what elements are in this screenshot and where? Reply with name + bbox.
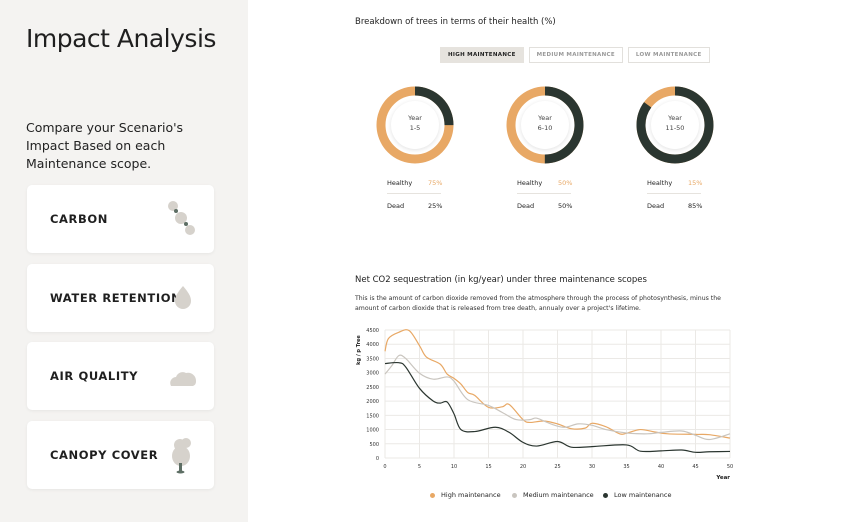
donut-dead-arc — [506, 86, 584, 164]
cloud-icon — [170, 372, 197, 386]
sidebar: Impact Analysis Compare your Scenario's … — [0, 0, 248, 522]
series-line-low-maintenance — [384, 361, 731, 453]
co2-line-chart: 0 500 1000 1500 2000 2500 3000 3500 4000 4500 0 5 10… — [356, 328, 733, 481]
legend-high: High maintenance — [430, 491, 501, 499]
tab-low-maintenance[interactable]: LOW MAINTENANCE — [627, 47, 710, 63]
x-tick-label: 15 — [485, 464, 491, 470]
sidebar-subtitle: Compare your Scenario's Impact Based on … — [26, 120, 184, 171]
y-tick-label: 500 — [369, 442, 379, 448]
donut-dead-arc — [636, 86, 714, 164]
x-tick-label: 10 — [451, 464, 457, 470]
tab-medium-maintenance[interactable]: MEDIUM MAINTENANCE — [528, 47, 623, 63]
y-tick-label: 4000 — [366, 342, 379, 348]
divider — [387, 193, 441, 194]
y-tick-label: 3000 — [366, 371, 379, 377]
series-line-medium-maintenance — [384, 354, 731, 441]
y-tick-label: 4500 — [366, 328, 379, 334]
donut-period: 6-10 — [537, 124, 553, 132]
x-tick-label: 30 — [589, 464, 595, 470]
y-tick-label: 1500 — [366, 413, 379, 419]
x-tick-label: 0 — [383, 464, 386, 470]
divider — [517, 193, 571, 194]
co2-title: Net CO2 sequestration (in kg/year) under… — [355, 275, 647, 285]
x-tick-label: 20 — [520, 464, 526, 470]
card-canopy-cover[interactable]: CANOPY COVER — [27, 421, 214, 489]
health-donut: Year 11-50 — [630, 80, 720, 170]
health-donut: Year 6-10 — [500, 80, 590, 170]
x-tick-label: 45 — [692, 464, 698, 470]
tab-high-maintenance[interactable]: HIGH MAINTENANCE — [440, 47, 524, 63]
card-carbon[interactable]: CARBON — [27, 185, 214, 253]
tree-icon — [172, 438, 191, 474]
y-tick-label: 2000 — [366, 399, 379, 405]
health-title: Breakdown of trees in terms of their hea… — [355, 17, 556, 27]
page-title: Impact Analysis — [26, 24, 216, 53]
dead-value: 85% — [688, 202, 703, 210]
legend-low: Low maintenance — [603, 491, 671, 499]
legend-swatch — [430, 492, 435, 498]
y-axis-label: kg / p Tree — [356, 335, 362, 365]
card-label: CARBON — [50, 212, 108, 226]
donut-ring — [506, 86, 584, 164]
donut-year-label: Year — [408, 114, 422, 122]
healthy-value: 50% — [558, 179, 573, 187]
y-tick-label: 2500 — [366, 385, 379, 391]
maintenance-tabs: HIGH MAINTENANCE MEDIUM MAINTENANCE LOW … — [440, 47, 710, 63]
x-tick-label: 40 — [658, 464, 664, 470]
card-air-quality[interactable]: AIR QUALITY — [27, 342, 214, 410]
legend-swatch — [603, 492, 608, 498]
x-axis-label: Year — [715, 475, 730, 481]
healthy-label: Healthy — [517, 179, 543, 187]
healthy-value: 15% — [688, 179, 703, 187]
donut-ring — [376, 86, 454, 164]
donut-dead-arc — [376, 86, 454, 164]
legend-label: Low maintenance — [614, 491, 672, 499]
donut-period: 11-50 — [665, 124, 685, 132]
donut-year-label: Year — [538, 114, 552, 122]
card-label: CANOPY COVER — [50, 448, 159, 462]
co2-description: This is the amount of carbon dioxide rem… — [355, 295, 721, 312]
water-drop-icon — [175, 286, 191, 309]
legend-medium: Medium maintenance — [512, 491, 594, 499]
health-donut: Year 1-5 — [370, 80, 460, 170]
dead-label: Dead — [647, 202, 665, 210]
dead-label: Dead — [517, 202, 535, 210]
divider — [647, 193, 701, 194]
legend-label: High maintenance — [441, 491, 501, 499]
card-label: AIR QUALITY — [50, 369, 139, 383]
y-tick-label: 1000 — [366, 428, 379, 434]
donut-period: 1-5 — [409, 124, 421, 132]
dead-value: 50% — [558, 202, 573, 210]
legend-swatch — [512, 492, 517, 498]
x-tick-label: 25 — [554, 464, 560, 470]
carbon-molecule-icon — [168, 201, 195, 235]
healthy-value: 75% — [428, 179, 443, 187]
x-tick-label: 5 — [418, 464, 421, 470]
dead-value: 25% — [428, 202, 443, 210]
card-water-retention[interactable]: WATER RETENTION — [27, 264, 214, 332]
y-tick-label: 3500 — [366, 356, 379, 362]
healthy-label: Healthy — [647, 179, 673, 187]
card-label: WATER RETENTION — [50, 291, 182, 305]
legend-label: Medium maintenance — [523, 491, 594, 499]
x-tick-label: 50 — [727, 464, 733, 470]
y-tick-label: 0 — [376, 456, 379, 462]
dead-label: Dead — [387, 202, 405, 210]
x-tick-label: 35 — [623, 464, 629, 470]
healthy-label: Healthy — [387, 179, 413, 187]
donut-ring — [636, 86, 714, 164]
donut-year-label: Year — [668, 114, 682, 122]
